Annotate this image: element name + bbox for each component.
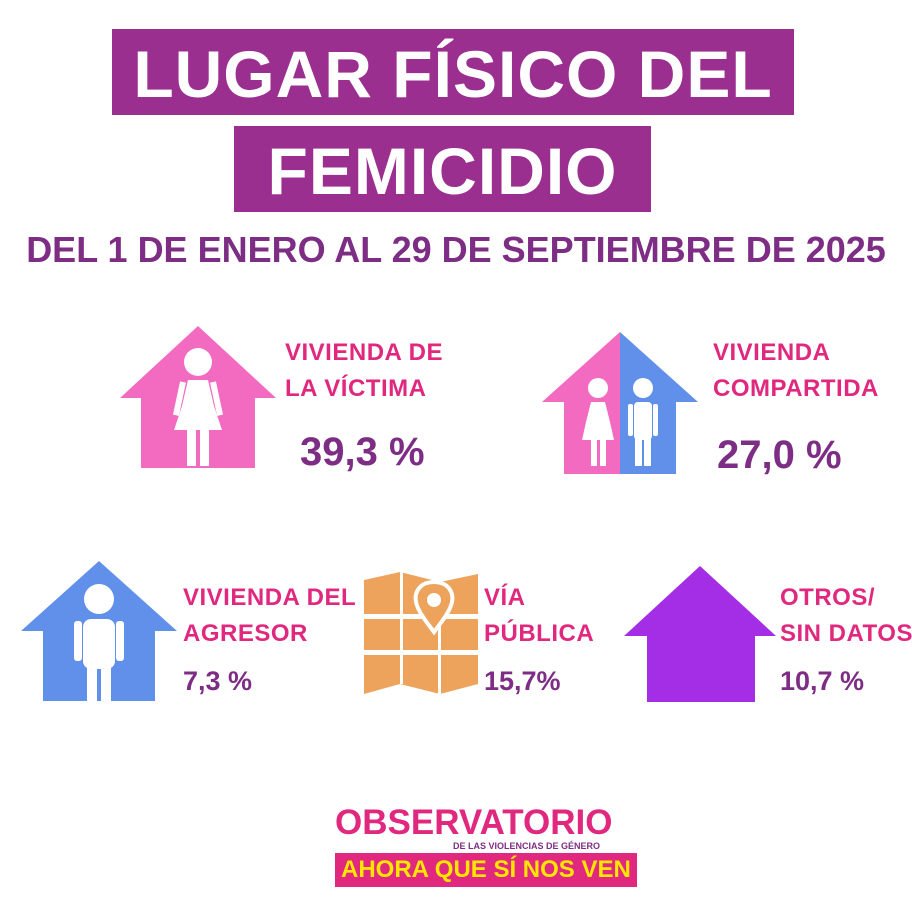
man-house-icon — [21, 561, 177, 701]
label-vivienda-compartida: VIVIENDA COMPARTIDA — [713, 339, 879, 402]
label-via-publica: VÍA PÚBLICA — [484, 584, 595, 647]
logo-line-2: DE LAS VIOLENCIAS DE GÉNERO — [453, 841, 601, 851]
map-pin-icon — [364, 572, 478, 694]
value-otros-sin-datos: 10,7 % — [780, 666, 865, 696]
logo-line-3: AHORA QUE SÍ NOS VEN — [335, 853, 637, 887]
label-vivienda-victima: VIVIENDA DE LA VÍCTIMA — [285, 339, 443, 402]
label-vivienda-agresor: VIVIENDA DEL AGRESOR — [183, 584, 357, 647]
house-icon — [624, 566, 776, 702]
woman-house-icon — [120, 326, 276, 468]
value-vivienda-compartida: 27,0 % — [717, 433, 842, 477]
observatorio-logo: OBSERVATORIO DE LAS VIOLENCIAS DE GÉNERO… — [335, 803, 637, 895]
value-vivienda-victima: 39,3 % — [300, 430, 425, 474]
couple-house-icon — [542, 332, 698, 474]
page-title-line-1: LUGAR FÍSICO DEL — [112, 29, 794, 115]
logo-line-1: OBSERVATORIO — [335, 803, 613, 842]
label-otros-sin-datos: OTROS/ SIN DATOS — [780, 584, 912, 647]
date-range-subtitle: DEL 1 DE ENERO AL 29 DE SEPTIEMBRE DE 20… — [26, 229, 886, 270]
value-vivienda-agresor: 7,3 % — [183, 666, 253, 696]
page-title-line-2: FEMICIDIO — [234, 126, 651, 212]
value-via-publica: 15,7% — [484, 666, 561, 696]
